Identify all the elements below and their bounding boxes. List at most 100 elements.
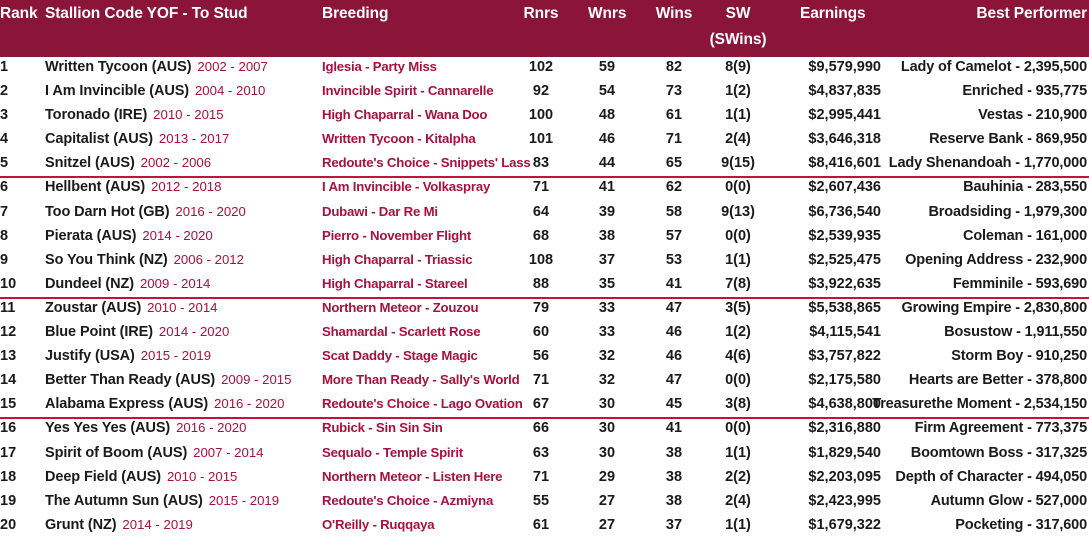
cell-stallion[interactable]: Alabama Express (AUS) 2016 - 2020 (45, 397, 284, 412)
table-row[interactable]: 15 Alabama Express (AUS) 2016 - 2020 Redou… (0, 394, 1089, 420)
cell-best[interactable]: Reserve Bank - 869,950 (929, 131, 1087, 148)
table-row[interactable]: 4 Capitalist (AUS) 2013 - 2017 Written Tyc… (0, 129, 1089, 153)
table-row[interactable]: 1 Written Tycoon (AUS) 2002 - 2007 Iglesia… (0, 57, 1089, 81)
cell-stallion[interactable]: Pierata (AUS) 2014 - 2020 (45, 228, 213, 244)
cell-breeding[interactable]: High Chaparral - Triassic (322, 251, 473, 267)
cell-stallion[interactable]: The Autumn Sun (AUS) 2015 - 2019 (45, 493, 279, 509)
table-body: 1 Written Tycoon (AUS) 2002 - 2007 Iglesia… (0, 57, 1089, 539)
table-row[interactable]: 3 Toronado (IRE) 2010 - 2015 High Chaparra… (0, 105, 1089, 129)
cell-best[interactable]: Growing Empire - 2,830,800 (901, 299, 1088, 316)
cell-best[interactable]: Opening Address - 232,900 (905, 251, 1087, 268)
column-header-breeding[interactable]: Breeding (322, 5, 389, 22)
cell-stallion[interactable]: Written Tycoon (AUS) 2002 - 2007 (45, 60, 268, 75)
table-row[interactable]: 13 Justify (USA) 2015 - 2019 Scat Daddy - … (0, 346, 1089, 370)
cell-breeding[interactable]: Iglesia - Party Miss (322, 59, 437, 74)
cell-best[interactable]: Treasurethe Moment - 2,534,150 (872, 396, 1087, 413)
cell-breeding[interactable]: High Chaparral - Stareel (322, 275, 468, 291)
cell-best[interactable]: Enriched - 935,775 (962, 83, 1087, 100)
cell-rank: 2 (0, 83, 9, 100)
column-header-earnings[interactable]: Earnings (800, 5, 866, 22)
cell-best[interactable]: Coleman - 161,000 (963, 227, 1087, 244)
cell-stallion[interactable]: Grunt (NZ) 2014 - 2019 (45, 518, 193, 533)
table-row[interactable]: 2 I Am Invincible (AUS) 2004 - 2010 Invinc… (0, 81, 1089, 105)
table-row[interactable]: 9 So You Think (NZ) 2006 - 2012 High Chapa… (0, 250, 1089, 274)
cell-best[interactable]: Lady of Camelot - 2,395,500 (900, 59, 1087, 75)
cell-stallion[interactable]: Too Darn Hot (GB) 2016 - 2020 (45, 204, 246, 220)
cell-wnrs: 38 (598, 227, 616, 244)
cell-breeding[interactable]: I Am Invincible - Volkaspray (322, 179, 491, 195)
cell-stallion[interactable]: Better Than Ready (AUS) 2009 - 2015 (45, 373, 291, 388)
table-row[interactable]: 12 Blue Point (IRE) 2014 - 2020 Shamardal … (0, 322, 1089, 346)
cell-stallion[interactable]: Justify (USA) 2015 - 2019 (45, 349, 211, 364)
cell-best[interactable]: Vestas - 210,900 (978, 107, 1087, 124)
cell-stallion[interactable]: Snitzel (AUS) 2002 - 2006 (45, 156, 211, 171)
table-row[interactable]: 7 Too Darn Hot (GB) 2016 - 2020 Dubawi - D… (0, 202, 1089, 226)
table-row[interactable]: 11 Zoustar (AUS) 2010 - 2014 Northern Mete… (0, 298, 1089, 322)
cell-stallion[interactable]: Hellbent (AUS) 2012 - 2018 (45, 180, 221, 195)
cell-best[interactable]: Autumn Glow - 527,000 (930, 492, 1088, 509)
cell-best[interactable]: Pocketing - 317,600 (955, 516, 1087, 533)
stallion-name: Yes Yes Yes (AUS) (45, 420, 171, 437)
cell-earnings: $2,525,475 (808, 251, 881, 268)
cell-stallion[interactable]: Capitalist (AUS) 2013 - 2017 (45, 132, 229, 147)
cell-stallion[interactable]: Spirit of Boom (AUS) 2007 - 2014 (45, 445, 264, 461)
cell-best[interactable]: Bosustow - 1,911,550 (944, 324, 1087, 341)
cell-breeding[interactable]: High Chaparral - Wana Doo (322, 107, 488, 123)
cell-best[interactable]: Depth of Character - 494,050 (895, 468, 1087, 485)
cell-breeding[interactable]: Invincible Spirit - Cannarelle (322, 83, 494, 99)
cell-breeding[interactable]: Northern Meteor - Listen Here (322, 468, 503, 484)
cell-breeding[interactable]: More Than Ready - Sally's World (322, 372, 520, 388)
cell-breeding[interactable]: Scat Daddy - Stage Magic (322, 348, 478, 364)
table-row[interactable]: 6 Hellbent (AUS) 2012 - 2018 I Am Invincib… (0, 177, 1089, 201)
column-header-stallion[interactable]: Stallion Code YOF - To Stud (45, 5, 248, 22)
cell-breeding[interactable]: Written Tycoon - Kitalpha (322, 131, 476, 147)
cell-best[interactable]: Firm Agreement - 773,375 (914, 420, 1088, 437)
table-row[interactable]: 17 Spirit of Boom (AUS) 2007 - 2014 Sequal… (0, 443, 1089, 467)
cell-wnrs: 30 (598, 396, 616, 413)
cell-breeding[interactable]: Dubawi - Dar Re Mi (322, 203, 438, 219)
cell-rank: 17 (0, 444, 17, 461)
column-header-winners[interactable]: Wnrs (588, 5, 627, 22)
table-row[interactable]: 16 Yes Yes Yes (AUS) 2016 - 2020 Rubick - … (0, 418, 1089, 442)
cell-best[interactable]: Storm Boy - 910,250 (951, 348, 1087, 365)
table-row[interactable]: 10 Dundeel (NZ) 2009 - 2014 High Chaparral… (0, 274, 1089, 300)
cell-stallion[interactable]: Dundeel (NZ) 2009 - 2014 (45, 277, 210, 292)
cell-stallion[interactable]: So You Think (NZ) 2006 - 2012 (45, 253, 244, 268)
stallion-name: Dundeel (NZ) (45, 275, 135, 292)
cell-breeding[interactable]: Redoute's Choice - Azmiyna (322, 492, 494, 508)
table-row[interactable]: 14 Better Than Ready (AUS) 2009 - 2015 Mor… (0, 370, 1089, 394)
cell-sw: 0(0) (725, 227, 751, 244)
column-header-wins[interactable]: Wins (655, 5, 693, 22)
cell-stallion[interactable]: Deep Field (AUS) 2010 - 2015 (45, 469, 237, 485)
table-row[interactable]: 18 Deep Field (AUS) 2010 - 2015 Northern M… (0, 467, 1089, 491)
column-header-stakes-winners[interactable]: SW (725, 5, 751, 22)
cell-breeding[interactable]: Redoute's Choice - Lago Ovation (322, 396, 523, 412)
cell-stallion[interactable]: Toronado (IRE) 2010 - 2015 (45, 108, 224, 123)
column-header-runners[interactable]: Rnrs (523, 5, 559, 22)
cell-best[interactable]: Boomtown Boss - 317,325 (910, 444, 1087, 461)
cell-stallion[interactable]: Blue Point (IRE) 2014 - 2020 (45, 325, 229, 340)
cell-breeding[interactable]: Shamardal - Scarlett Rose (322, 324, 481, 340)
cell-rnrs: 64 (532, 203, 550, 220)
cell-best[interactable]: Lady Shenandoah - 1,770,000 (888, 155, 1087, 172)
cell-best[interactable]: Hearts are Better - 378,800 (908, 372, 1087, 389)
column-header-best-performer[interactable]: Best Performer (976, 5, 1087, 22)
table-row[interactable]: 19 The Autumn Sun (AUS) 2015 - 2019 Redout… (0, 491, 1089, 515)
column-header-rank[interactable]: Rank (0, 5, 38, 22)
cell-breeding[interactable]: Sequalo - Temple Spirit (322, 444, 463, 460)
cell-best[interactable]: Femminile - 593,690 (952, 275, 1087, 292)
cell-stallion[interactable]: I Am Invincible (AUS) 2004 - 2010 (45, 84, 265, 99)
cell-breeding[interactable]: O'Reilly - Ruqqaya (322, 516, 435, 532)
cell-best[interactable]: Broadsiding - 1,979,300 (928, 203, 1087, 220)
cell-best[interactable]: Bauhinia - 283,550 (963, 179, 1087, 196)
table-row[interactable]: 5 Snitzel (AUS) 2002 - 2006 Redoute's Choi… (0, 153, 1089, 179)
table-row[interactable]: 20 Grunt (NZ) 2014 - 2019 O'Reilly - Ruqqa… (0, 515, 1089, 539)
cell-stallion[interactable]: Yes Yes Yes (AUS) 2016 - 2020 (45, 421, 246, 436)
table-row[interactable]: 8 Pierata (AUS) 2014 - 2020 Pierro - Novem… (0, 226, 1089, 250)
cell-breeding[interactable]: Northern Meteor - Zouzou (322, 299, 479, 315)
cell-stallion[interactable]: Zoustar (AUS) 2010 - 2014 (45, 301, 218, 316)
cell-breeding[interactable]: Pierro - November Flight (322, 227, 472, 243)
cell-breeding[interactable]: Rubick - Sin Sin Sin (322, 420, 443, 436)
cell-breeding[interactable]: Redoute's Choice - Snippets' Lass (322, 155, 531, 171)
cell-rank: 8 (0, 227, 9, 244)
